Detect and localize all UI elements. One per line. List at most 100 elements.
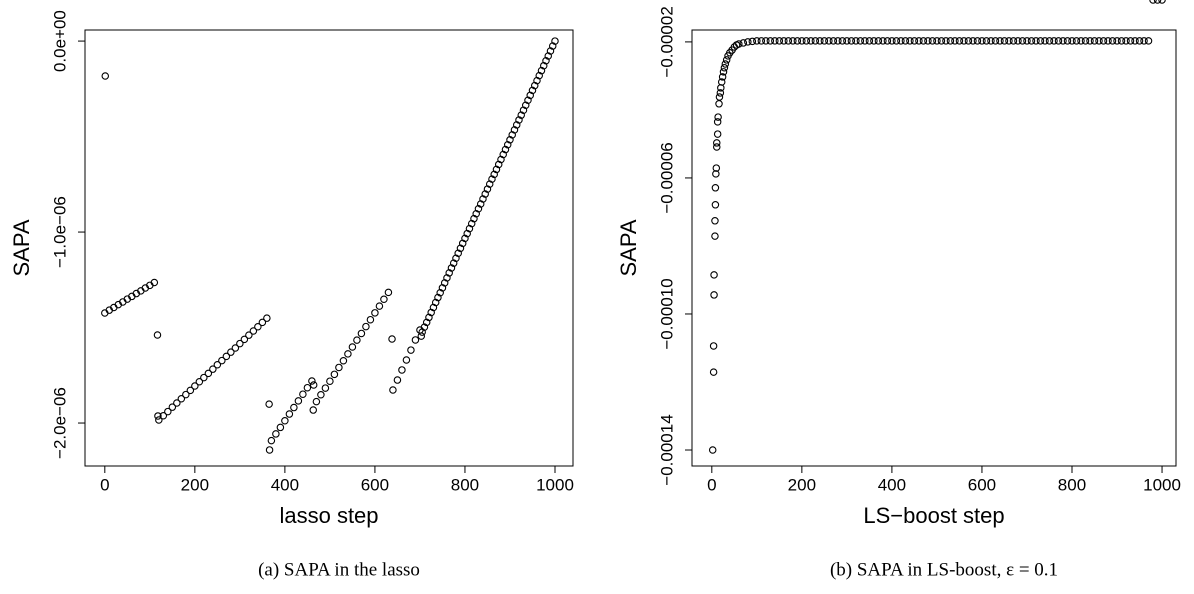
point (789, 37, 797, 45)
point (748, 37, 757, 46)
point (987, 37, 995, 45)
point (816, 37, 824, 45)
point (348, 343, 357, 351)
point (272, 430, 280, 438)
point (245, 331, 253, 339)
point (1149, 0, 1157, 4)
point (371, 309, 379, 317)
point (488, 175, 496, 183)
point (711, 217, 719, 225)
point (388, 335, 396, 343)
point (711, 184, 720, 192)
point (240, 335, 249, 344)
point (1158, 0, 1166, 4)
point (1113, 37, 1121, 45)
point (101, 72, 110, 80)
point (294, 397, 303, 405)
caption: (b) SAPA in LS-boost, ε = 0.1 (830, 559, 1058, 580)
point (883, 37, 892, 45)
x-tick-label: 400 (271, 475, 299, 494)
y-tick-label: −2.0e−06 (50, 387, 69, 459)
point (326, 377, 334, 385)
point (910, 37, 919, 45)
point (1068, 37, 1076, 45)
point (1027, 37, 1036, 45)
point (714, 113, 722, 121)
point (1059, 37, 1067, 45)
point (937, 37, 946, 45)
y-tick-label: −0.00006 (657, 142, 676, 213)
point (717, 78, 726, 86)
point (928, 37, 937, 45)
point (978, 37, 986, 45)
point (265, 446, 274, 454)
point (820, 37, 829, 45)
point (1153, 0, 1162, 4)
x-tick-label: 1000 (1143, 475, 1181, 494)
point (739, 39, 748, 47)
point (434, 293, 442, 302)
point (407, 346, 415, 354)
y-tick-label: 0.0e+00 (50, 10, 69, 72)
point (213, 361, 222, 369)
point (249, 327, 258, 335)
point (398, 366, 406, 374)
point (515, 116, 523, 124)
point (982, 37, 991, 45)
point (1104, 37, 1112, 45)
point (353, 336, 361, 344)
point (843, 37, 851, 45)
point (1041, 37, 1049, 45)
point (807, 37, 815, 45)
point (200, 373, 208, 382)
point (715, 93, 724, 101)
point (709, 342, 718, 350)
point (173, 399, 181, 407)
point (222, 352, 231, 361)
point (258, 318, 267, 327)
point (870, 37, 878, 45)
point (231, 344, 240, 352)
point (834, 37, 842, 45)
point (474, 205, 483, 213)
x-tick-label: 800 (451, 475, 479, 494)
point (964, 37, 973, 45)
x-tick-label: 0 (100, 475, 109, 494)
point (1045, 37, 1054, 45)
point (1023, 37, 1031, 45)
point (186, 386, 195, 395)
point (1099, 37, 1108, 45)
point (155, 416, 163, 424)
point (847, 37, 856, 45)
point (712, 164, 721, 172)
point (380, 295, 388, 304)
y-axis-label: SAPA (616, 219, 641, 276)
point (1077, 37, 1085, 45)
point (924, 37, 932, 45)
y-axis-label: SAPA (9, 219, 34, 276)
y-tick-label: −0.00002 (657, 6, 676, 77)
point (722, 56, 731, 64)
point (177, 395, 186, 403)
point (712, 170, 720, 178)
point (191, 382, 199, 390)
point (720, 64, 729, 72)
point (946, 37, 955, 45)
point (753, 37, 761, 45)
point (393, 376, 402, 384)
point (942, 37, 950, 45)
point (1009, 37, 1018, 45)
point (1086, 37, 1094, 45)
point (153, 331, 162, 339)
point (366, 315, 375, 324)
point (991, 37, 1000, 45)
point (713, 143, 721, 151)
point (154, 412, 162, 420)
point (263, 314, 271, 322)
point (309, 381, 318, 389)
point (321, 384, 330, 392)
x-tick-label: 800 (1058, 475, 1086, 494)
point (551, 37, 559, 45)
point (735, 40, 743, 48)
